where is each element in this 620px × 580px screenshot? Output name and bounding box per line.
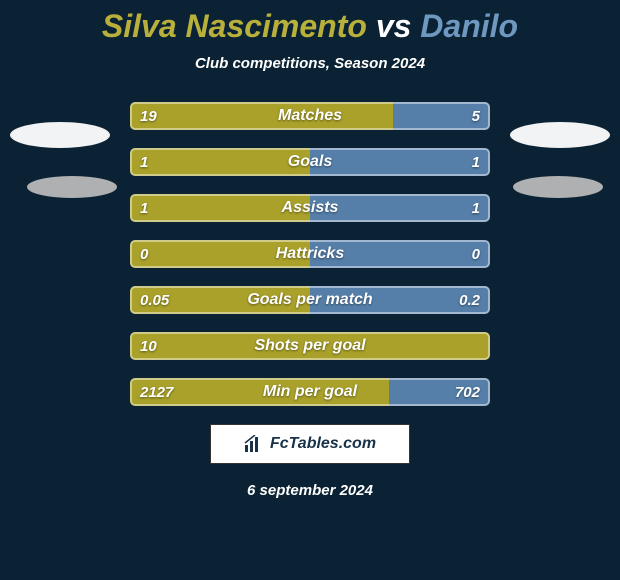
bar-right	[310, 240, 490, 268]
stat-value-right: 5	[472, 102, 480, 130]
comparison-chart: 195Matches11Goals11Assists00Hattricks0.0…	[0, 102, 620, 406]
stat-value-right: 702	[455, 378, 480, 406]
stat-row: 195Matches	[130, 102, 490, 130]
stat-value-right: 1	[472, 194, 480, 222]
stat-row: 11Assists	[130, 194, 490, 222]
stat-row: 10Shots per goal	[130, 332, 490, 360]
stat-row: 11Goals	[130, 148, 490, 176]
stat-value-left: 1	[140, 148, 148, 176]
stat-row: 0.050.2Goals per match	[130, 286, 490, 314]
player-ellipse	[27, 176, 117, 198]
stat-value-right: 0	[472, 240, 480, 268]
brand-text: FcTables.com	[270, 435, 376, 453]
title-right: Danilo	[420, 8, 518, 44]
bar-right	[310, 194, 490, 222]
player-ellipse	[510, 122, 610, 148]
player-ellipse	[10, 122, 110, 148]
subtitle: Club competitions, Season 2024	[0, 55, 620, 72]
bar-left	[130, 332, 490, 360]
bar-left	[130, 148, 310, 176]
stat-value-left: 2127	[140, 378, 173, 406]
date-text: 6 september 2024	[0, 482, 620, 499]
page-title: Silva Nascimento vs Danilo	[0, 0, 620, 45]
stat-value-left: 0.05	[140, 286, 169, 314]
stat-row: 00Hattricks	[130, 240, 490, 268]
stat-value-left: 19	[140, 102, 157, 130]
player-ellipse	[513, 176, 603, 198]
bar-left	[130, 240, 310, 268]
stat-row: 2127702Min per goal	[130, 378, 490, 406]
bar-left	[130, 194, 310, 222]
brand-box[interactable]: FcTables.com	[210, 424, 410, 464]
bar-right	[310, 148, 490, 176]
stat-value-left: 1	[140, 194, 148, 222]
stat-value-right: 1	[472, 148, 480, 176]
bar-chart-icon	[244, 435, 264, 453]
title-left: Silva Nascimento	[102, 8, 367, 44]
bar-left	[130, 102, 393, 130]
stat-value-right: 0.2	[459, 286, 480, 314]
title-vs: vs	[367, 8, 420, 44]
stat-value-left: 0	[140, 240, 148, 268]
stat-value-left: 10	[140, 332, 157, 360]
